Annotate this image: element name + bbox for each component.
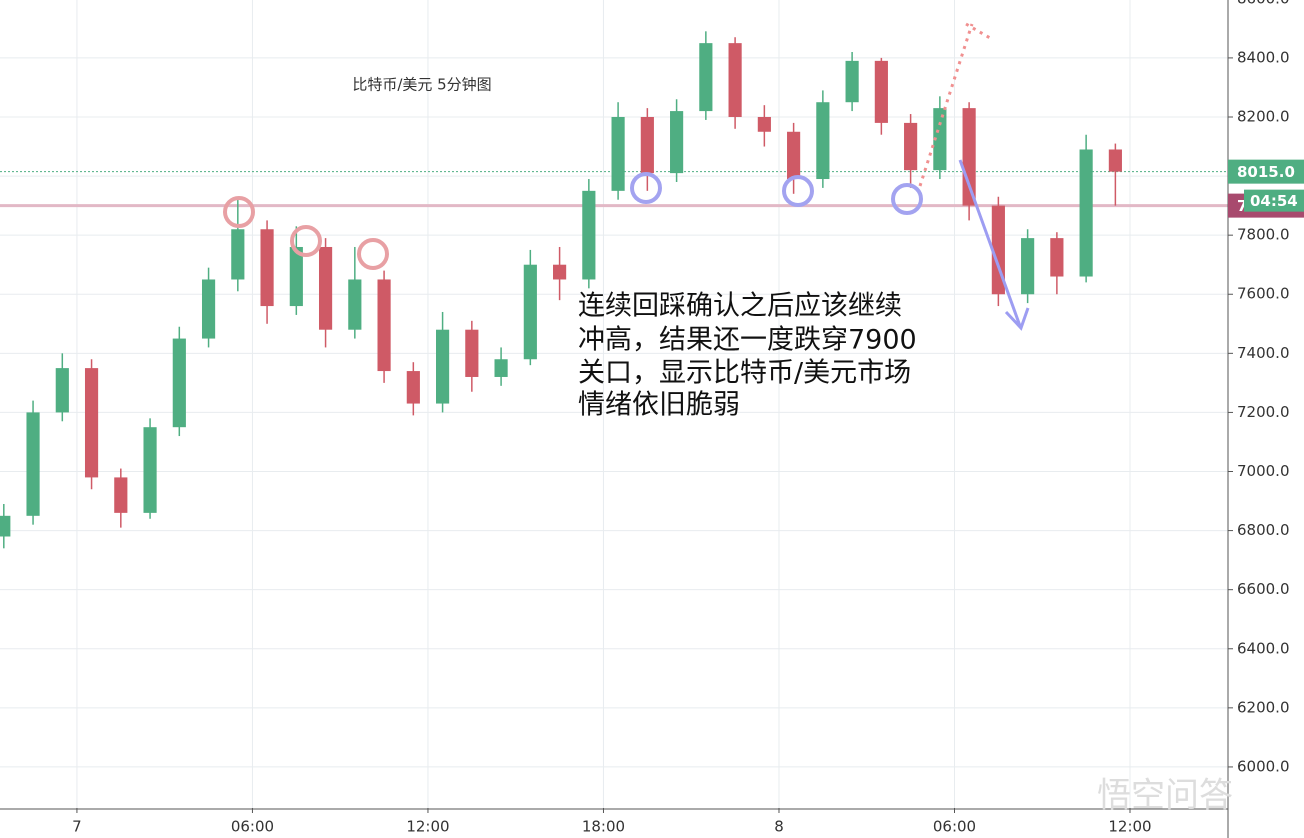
y-tick-label: 7400.0 bbox=[1237, 344, 1290, 362]
y-tick-label: 7600.0 bbox=[1237, 285, 1290, 303]
candle-body bbox=[377, 279, 391, 372]
y-tick-label: 6000.0 bbox=[1237, 757, 1290, 775]
price-tag-label: 8015.0 bbox=[1237, 163, 1295, 181]
candle-body bbox=[523, 264, 537, 360]
candle-body bbox=[1108, 149, 1122, 172]
y-tick-label: 6600.0 bbox=[1237, 580, 1290, 598]
candle-body bbox=[640, 116, 654, 174]
x-tick-label: 18:00 bbox=[582, 818, 625, 836]
y-tick-label: 6400.0 bbox=[1237, 639, 1290, 657]
resistance-circle bbox=[357, 238, 389, 270]
candle-body bbox=[55, 368, 69, 413]
annotation: 关口，显示比特币/美元市场 bbox=[578, 358, 911, 389]
y-tick-label: 7000.0 bbox=[1237, 462, 1290, 480]
resistance-circle bbox=[223, 196, 255, 228]
candle-body bbox=[728, 43, 742, 117]
annotation: 情绪依旧脆弱 bbox=[578, 390, 740, 421]
candle-body bbox=[962, 108, 976, 206]
watermark: 悟空问答 bbox=[1097, 776, 1233, 816]
candle-body bbox=[143, 427, 157, 513]
candle-body bbox=[699, 43, 713, 112]
x-tick-label: 06:00 bbox=[231, 818, 274, 836]
candle-body bbox=[318, 246, 333, 330]
y-tick-label: 7800.0 bbox=[1237, 226, 1290, 244]
candle-body bbox=[611, 116, 625, 191]
price-tag bbox=[1228, 159, 1304, 184]
candles bbox=[0, 31, 1228, 549]
arrow bbox=[958, 159, 1030, 331]
candle-body bbox=[172, 338, 186, 428]
x-tick-label: 7 bbox=[72, 818, 82, 836]
candle-body bbox=[494, 359, 508, 377]
candle-body bbox=[289, 246, 303, 307]
countdown: 04:54 bbox=[1250, 192, 1298, 210]
y-tick-label: 6200.0 bbox=[1237, 698, 1290, 716]
candle-body bbox=[231, 229, 245, 280]
x-tick-label: 06:00 bbox=[933, 818, 976, 836]
candle-body bbox=[874, 60, 888, 123]
y-tick-label: 8400.0 bbox=[1237, 48, 1290, 66]
candle-body bbox=[84, 368, 99, 478]
x-tick-label: 12:00 bbox=[406, 818, 449, 836]
candle-body bbox=[933, 108, 947, 171]
candle-body bbox=[201, 279, 216, 339]
candle-body bbox=[787, 131, 801, 180]
x-tick-label: 8 bbox=[774, 818, 784, 836]
candle-body bbox=[436, 329, 450, 404]
candle-body bbox=[1021, 238, 1035, 295]
candle-body bbox=[406, 371, 420, 404]
x-tick-label: 12:00 bbox=[1108, 818, 1151, 836]
y-tick-label: 6800.0 bbox=[1237, 521, 1290, 539]
countdown-tag bbox=[1244, 189, 1304, 212]
candle-body bbox=[0, 515, 11, 537]
support-circle bbox=[630, 172, 662, 204]
y-tick-label: 8200.0 bbox=[1237, 107, 1290, 125]
candle-body bbox=[348, 279, 362, 330]
support-circle bbox=[891, 183, 923, 215]
chart-title: 比特币/美元 5分钟图 bbox=[352, 76, 491, 94]
annotation: 冲高，结果还一度跌穿7900 bbox=[578, 325, 917, 356]
candle-body bbox=[816, 102, 830, 180]
candle-body bbox=[1079, 149, 1093, 277]
support-circle bbox=[782, 175, 814, 207]
candle-body bbox=[845, 60, 859, 103]
candle-body bbox=[114, 477, 128, 513]
resistance-circle bbox=[290, 225, 322, 257]
annotation: 连续回踩确认之后应该继续 bbox=[578, 291, 902, 322]
y-tick-label: 8600.0 bbox=[1237, 0, 1290, 7]
markers bbox=[223, 22, 1030, 331]
candle-body bbox=[757, 116, 771, 132]
candle-body bbox=[670, 111, 684, 174]
candle-body bbox=[1050, 238, 1064, 277]
candle-body bbox=[26, 412, 40, 516]
candle-body bbox=[553, 264, 567, 280]
y-tick-label: 7200.0 bbox=[1237, 403, 1290, 421]
candle-body bbox=[904, 122, 918, 171]
candle-body bbox=[582, 190, 596, 280]
candle-body bbox=[260, 229, 274, 307]
candle-body bbox=[465, 329, 479, 377]
